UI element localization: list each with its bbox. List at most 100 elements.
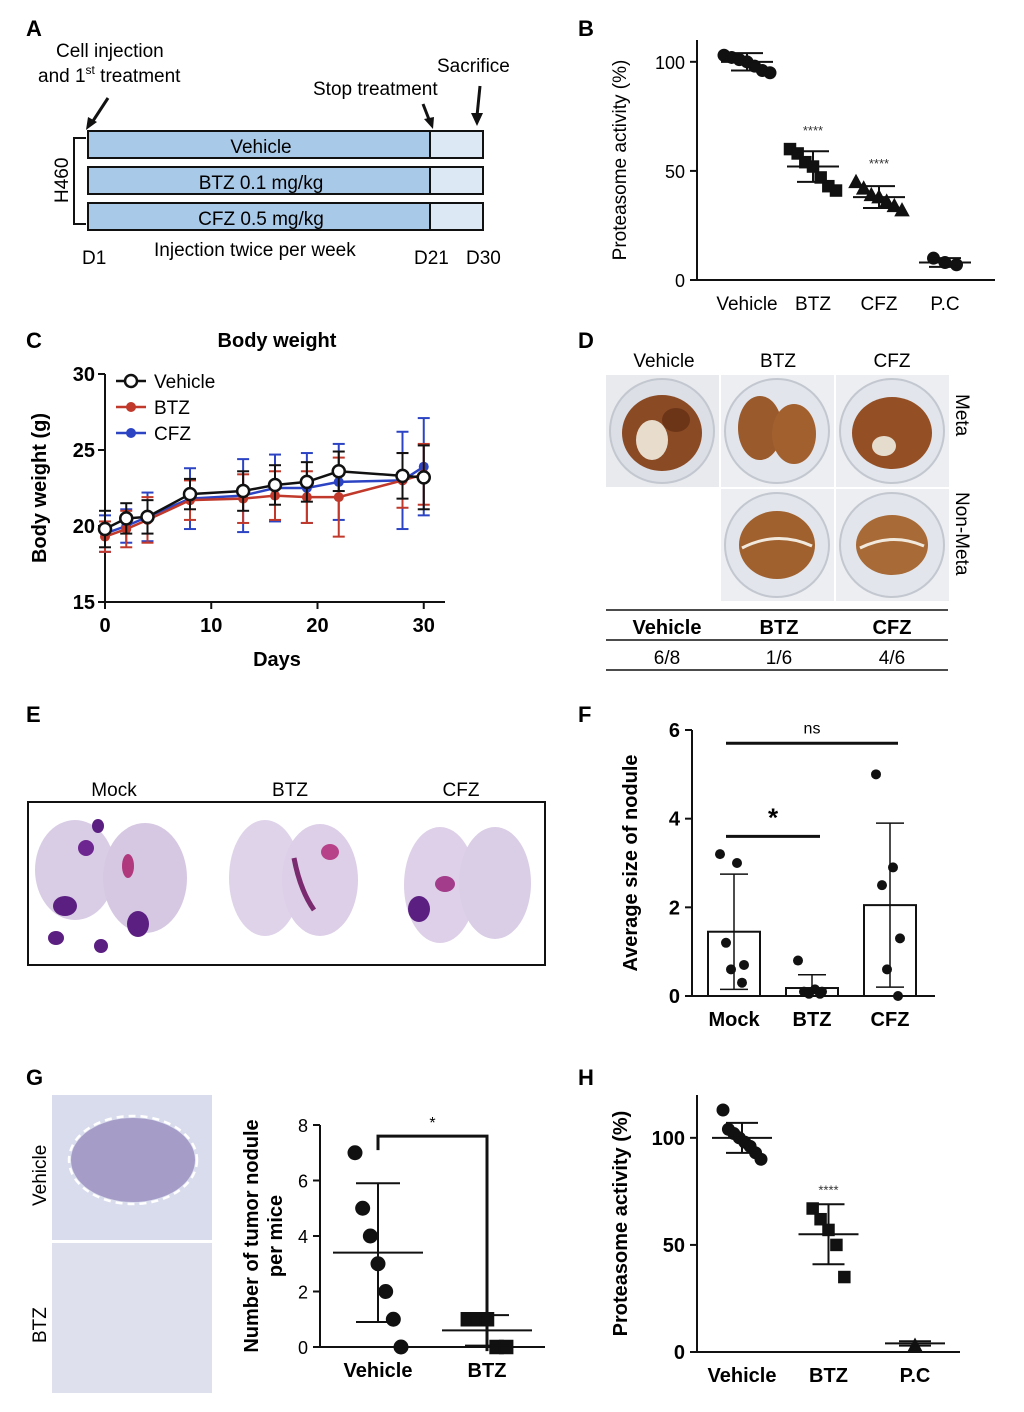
- x-tick-label: 10: [200, 615, 222, 637]
- cfz-bar: [87, 202, 431, 231]
- panel-c-letter: C: [26, 328, 42, 353]
- panel-a-letter: A: [26, 16, 42, 41]
- series-vehicle: [97, 444, 431, 549]
- panel-h-letter: H: [578, 1065, 594, 1090]
- d-table-head-btz: BTZ: [760, 617, 799, 639]
- y-tick-label: 30: [73, 364, 95, 386]
- significance-label: ns: [804, 720, 821, 737]
- panel-d-letter: D: [578, 328, 594, 353]
- lung-photo-cfz-nonmeta: [836, 489, 949, 601]
- cfz-washout: [429, 202, 484, 231]
- y-tick-label: 4: [669, 809, 681, 831]
- d-col-cfz: CFZ: [874, 351, 911, 372]
- y-tick-label: 8: [298, 1116, 308, 1136]
- panel-e-letter: E: [26, 702, 41, 727]
- data-point: [416, 470, 431, 485]
- vehicle-washout: [429, 130, 484, 159]
- d-row-meta: Meta: [951, 394, 972, 437]
- btz-bar-label: BTZ 0.1 mg/kg: [199, 173, 324, 194]
- lung-photo-cfz-meta: [836, 375, 949, 487]
- x-tick-label: 30: [413, 615, 435, 637]
- d-table-val-btz: 1/6: [766, 648, 792, 669]
- significance-label: ****: [818, 1183, 838, 1198]
- significance-label: *: [429, 1115, 435, 1132]
- data-point: [815, 988, 825, 999]
- data-point: [882, 964, 892, 975]
- d-col-vehicle: Vehicle: [633, 351, 694, 372]
- x-category-label: Vehicle: [716, 294, 777, 315]
- significance-label: ****: [869, 156, 889, 171]
- data-point: [763, 66, 777, 80]
- data-point: [855, 180, 872, 195]
- data-point: [140, 509, 155, 525]
- data-point: [347, 1145, 363, 1161]
- d-col-btz: BTZ: [760, 351, 796, 372]
- sacrifice-arrow: [475, 85, 482, 117]
- x-category-label: BTZ: [468, 1360, 507, 1382]
- data-point: [362, 1228, 378, 1244]
- y-tick-label: 2: [669, 897, 680, 919]
- data-point: [871, 769, 881, 780]
- data-point: [895, 933, 905, 944]
- lung-photo-btz-meta: [721, 375, 834, 487]
- significance-label: *: [768, 802, 779, 832]
- y-axis-label: Body weight (g): [29, 413, 51, 563]
- day-start-label: D1: [82, 248, 106, 269]
- data-point: [739, 959, 749, 970]
- data-point: [754, 1152, 768, 1166]
- e-col-mock: Mock: [91, 780, 137, 801]
- data-point: [726, 964, 736, 975]
- series-line: [104, 470, 424, 531]
- data-point: [878, 193, 895, 208]
- legend-marker: [123, 373, 139, 389]
- data-point: [267, 477, 283, 493]
- y-tick-label: 50: [663, 1235, 685, 1257]
- x-category-label: BTZ: [795, 294, 831, 315]
- data-point: [893, 991, 903, 1001]
- data-point: [182, 486, 198, 502]
- data-point: [814, 171, 827, 184]
- x-tick-label: 20: [306, 615, 328, 637]
- g-row-vehicle: Vehicle: [30, 1145, 51, 1206]
- data-point: [806, 1202, 819, 1215]
- d-table-val-vehicle: 6/8: [654, 648, 680, 669]
- stop-treatment-label: Stop treatment: [313, 79, 438, 100]
- series-line: [104, 473, 425, 538]
- schedule-label: Injection twice per week: [154, 240, 356, 261]
- data-point: [119, 511, 134, 526]
- panel-b-letter: B: [578, 16, 594, 41]
- data-point: [830, 1238, 843, 1252]
- cell-line-label: H460: [52, 158, 73, 203]
- y-tick-label: 0: [675, 271, 685, 291]
- data-point: [393, 1339, 409, 1355]
- legend-marker: [126, 428, 136, 438]
- vehicle-bar-label: Vehicle: [230, 137, 291, 158]
- histology-cfz: [404, 827, 531, 943]
- data-point: [793, 955, 803, 966]
- x-axis-label: Days: [253, 649, 301, 671]
- series-btz: [99, 442, 430, 553]
- x-tick-label: 0: [99, 615, 110, 637]
- x-category-label: CFZ: [861, 294, 898, 315]
- y-tick-label: 6: [669, 720, 680, 742]
- legend-marker: [126, 402, 136, 412]
- histology-mock: [35, 819, 187, 953]
- treatment-bars: Vehicle BTZ 0.1 mg/kg CFZ 0.5 mg/kg: [87, 130, 484, 231]
- y-tick-label: 25: [73, 440, 95, 462]
- y-tick-label: 6: [298, 1172, 308, 1192]
- vehicle-bar: [87, 130, 431, 159]
- data-point: [877, 880, 887, 891]
- data-point: [498, 1339, 514, 1355]
- x-category-label: Vehicle: [708, 1365, 777, 1387]
- x-category-label: Mock: [708, 1009, 760, 1031]
- btz-bar: [87, 166, 431, 195]
- cell-injection-label: Cell injection: [56, 41, 164, 62]
- y-axis-label: Proteasome activity (%): [610, 1111, 632, 1337]
- series-cfz: [99, 417, 430, 553]
- panel-a: A Cell injection and 1st treatment Stop …: [26, 16, 510, 269]
- x-category-label: P.C: [930, 294, 959, 315]
- y-tick-label: 100: [655, 53, 685, 73]
- y-axis-label: per mice: [265, 1195, 287, 1277]
- d-table-head-vehicle: Vehicle: [633, 617, 702, 639]
